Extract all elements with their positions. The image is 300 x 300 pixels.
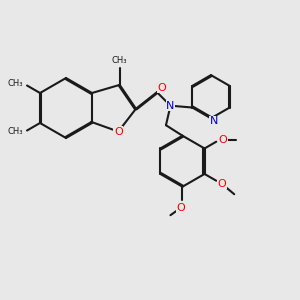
Text: O: O (177, 203, 185, 213)
Text: N: N (166, 101, 175, 111)
Text: O: O (157, 83, 166, 93)
Text: CH₃: CH₃ (7, 128, 22, 136)
Text: O: O (218, 135, 227, 145)
Text: CH₃: CH₃ (7, 80, 22, 88)
Text: O: O (217, 179, 226, 189)
Text: N: N (210, 116, 218, 126)
Text: CH₃: CH₃ (112, 56, 128, 65)
Text: O: O (114, 127, 123, 136)
